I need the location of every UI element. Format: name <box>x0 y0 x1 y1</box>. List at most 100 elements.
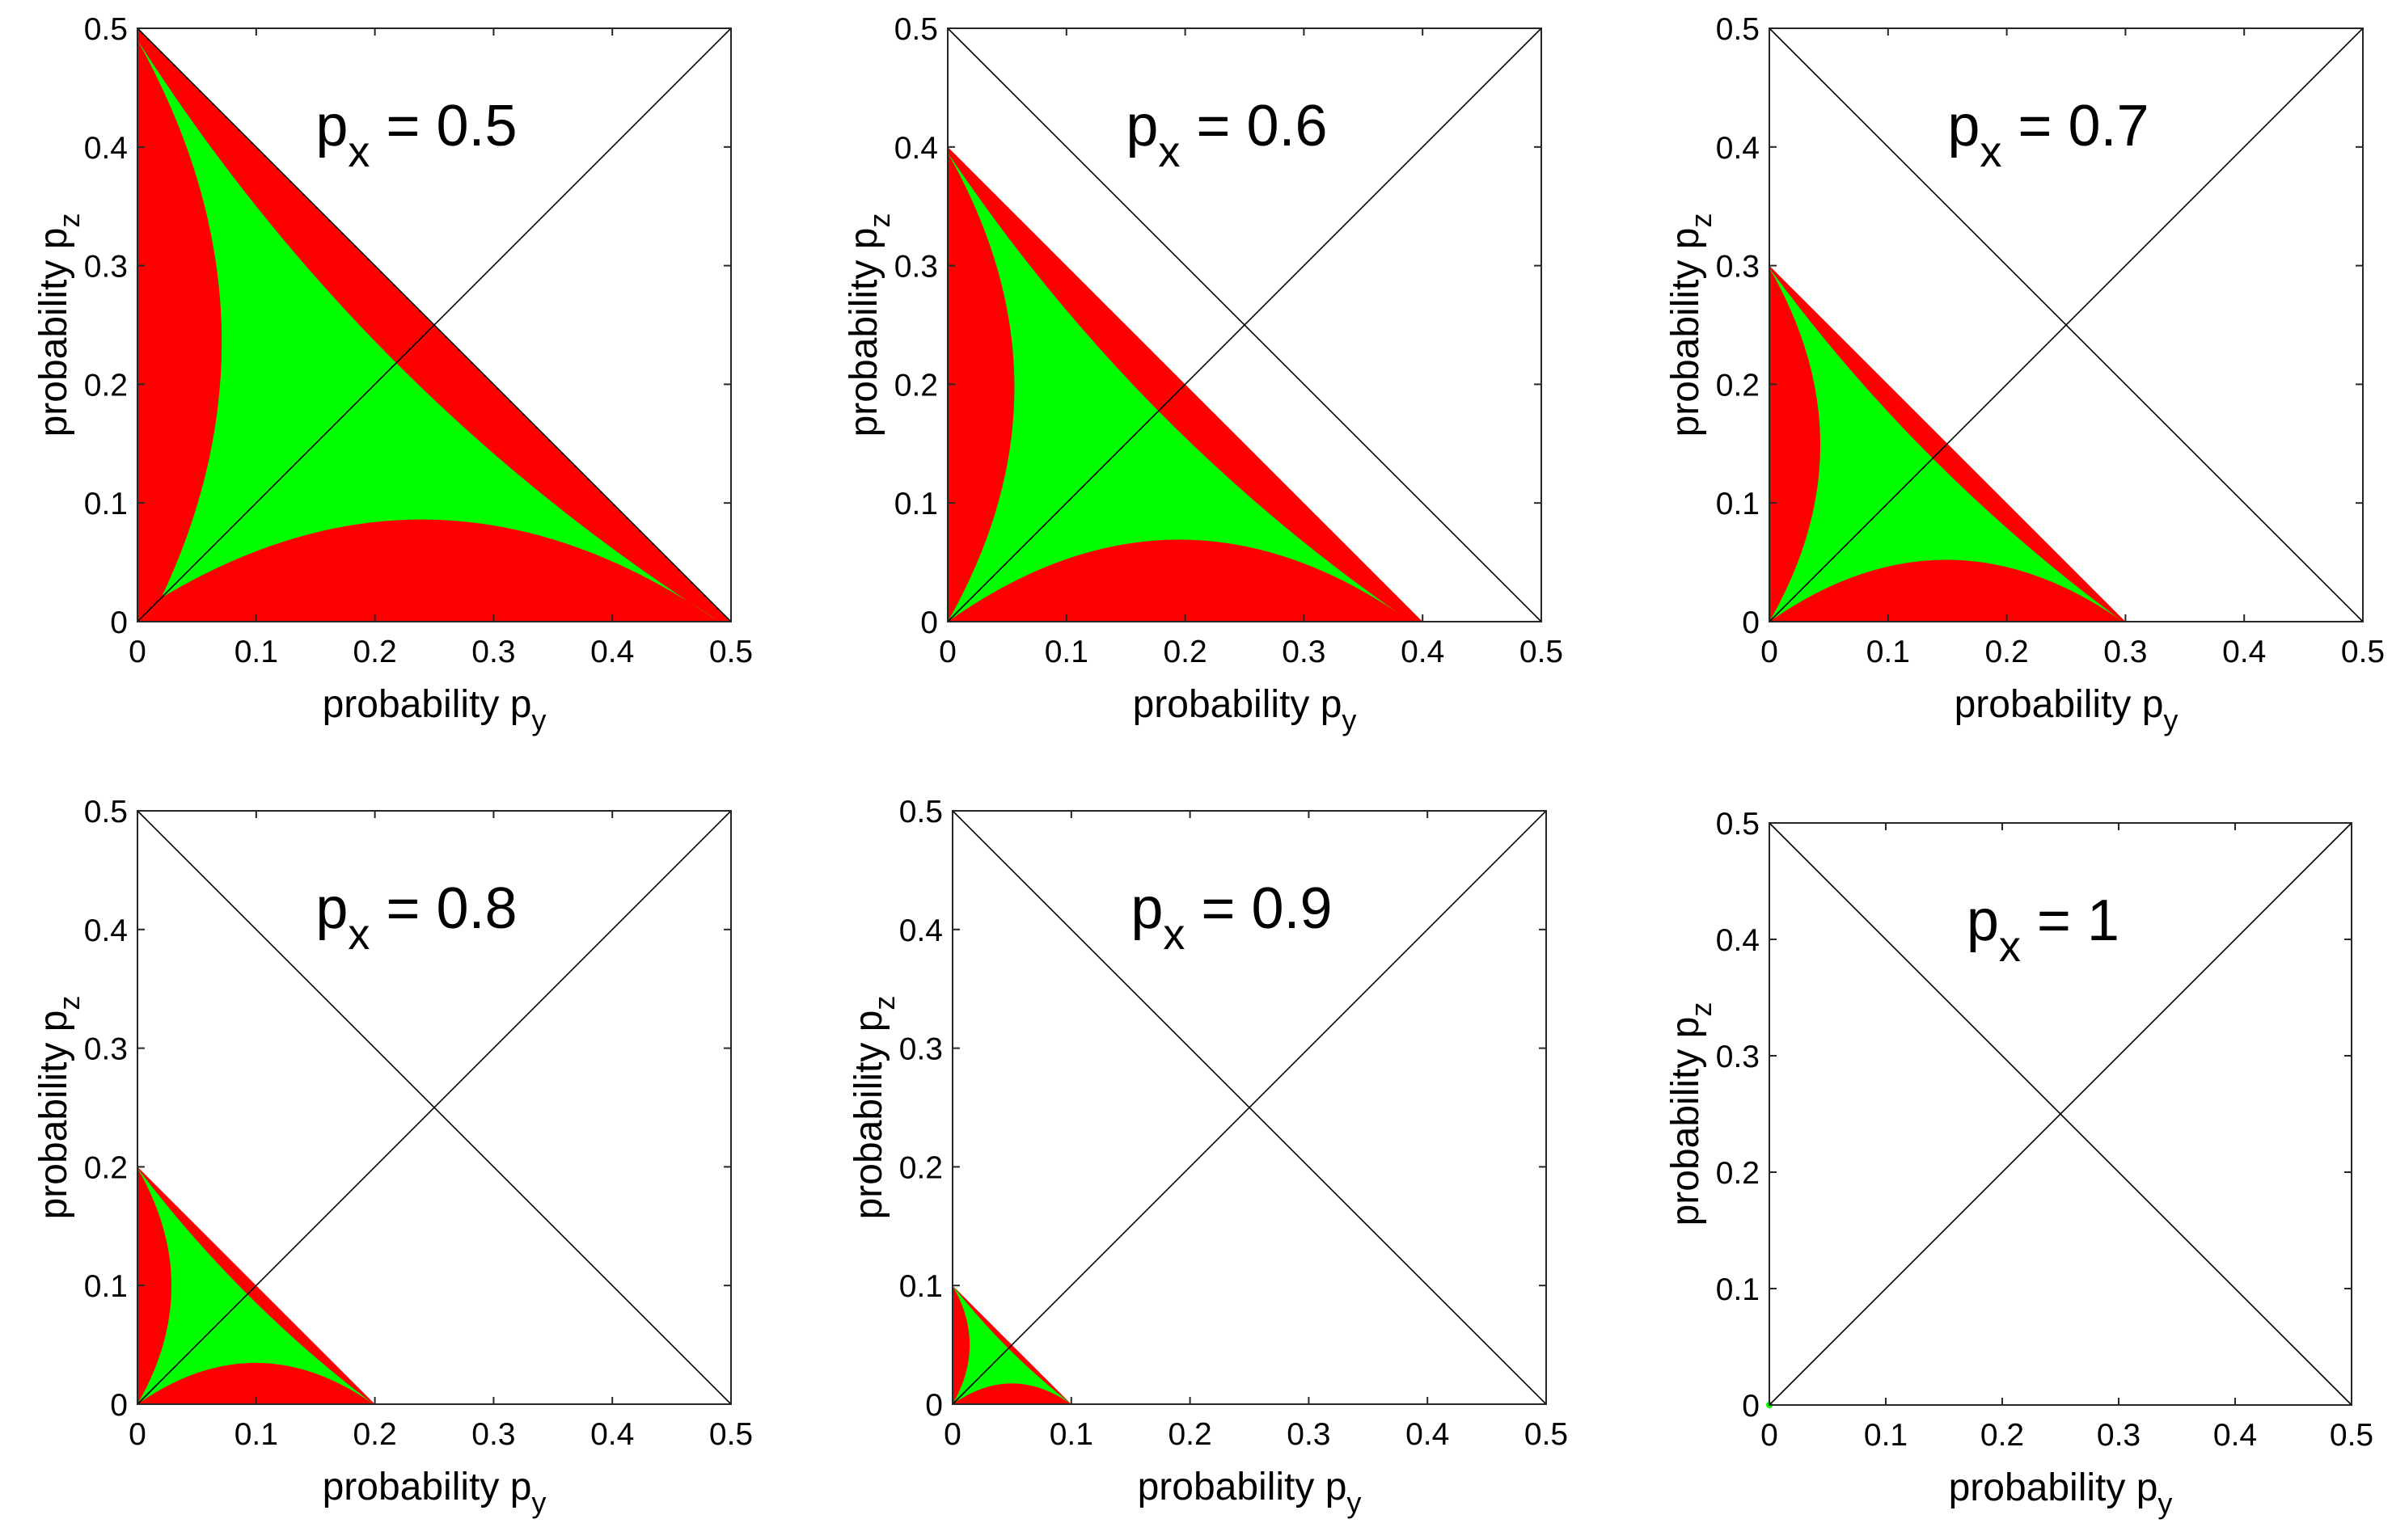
x-tick-label-3-1: 0.1 <box>1866 635 1910 669</box>
axes-box-3 <box>1769 27 2364 622</box>
y-tick-label-6-1: 0.1 <box>1716 1272 1760 1307</box>
anti-diagonal-line-5 <box>952 810 1547 1405</box>
x-tick-label-6-3: 0.3 <box>2097 1418 2141 1453</box>
panel-title-5: px = 0.9 <box>1130 876 1332 959</box>
panel-title-2: px = 0.6 <box>1126 94 1327 176</box>
x-axis-label-6: probability py <box>1949 1466 2173 1520</box>
x-tick-label-6-2: 0.2 <box>1980 1418 2024 1453</box>
y-tick-label-1-5: 0.5 <box>84 12 128 47</box>
y-tick-label-6-2: 0.2 <box>1716 1156 1760 1191</box>
y-tick-label-4-1: 0.1 <box>84 1269 128 1304</box>
y-tick-label-1-0: 0 <box>110 605 128 640</box>
x-tick-label-5-0: 0 <box>944 1417 961 1452</box>
x-tick-label-2-3: 0.3 <box>1282 635 1325 669</box>
y-tick-label-5-0: 0 <box>925 1388 943 1423</box>
y-tick-label-5-5: 0.5 <box>899 795 943 829</box>
x-tick-label-3-3: 0.3 <box>2103 635 2147 669</box>
y-tick-label-5-3: 0.3 <box>899 1032 943 1067</box>
chart-panel-5: 0 0.1 0.2 0.3 0.4 0.5 0 0.1 0.2 0.3 0.4 0.5 probabil… <box>847 795 1568 1519</box>
y-tick-label-4-0: 0 <box>110 1388 128 1423</box>
x-tick-label-1-0: 0 <box>129 635 146 669</box>
x-tick-label-5-1: 0.1 <box>1050 1417 1093 1452</box>
x-tick-label-2-2: 0.2 <box>1163 635 1207 669</box>
axes-box-2 <box>947 27 1542 622</box>
y-axis-label-4: probability pz <box>32 996 86 1220</box>
x-tick-label-3-2: 0.2 <box>1984 635 2028 669</box>
y-tick-label-3-5: 0.5 <box>1716 12 1760 47</box>
x-tick-label-4-5: 0.5 <box>709 1417 753 1452</box>
anti-diagonal-line-2 <box>947 27 1542 622</box>
x-tick-label-2-4: 0.4 <box>1401 635 1444 669</box>
y-tick-label-6-3: 0.3 <box>1716 1040 1760 1074</box>
y-tick-label-3-4: 0.4 <box>1716 131 1760 166</box>
anti-diagonal-line-3 <box>1769 27 2364 622</box>
x-tick-label-5-2: 0.2 <box>1168 1417 1211 1452</box>
y-tick-label-3-2: 0.2 <box>1716 368 1760 403</box>
anti-diagonal-line-1 <box>137 27 732 622</box>
chart-panel-3: 0 0.1 0.2 0.3 0.4 0.5 0 0.1 0.2 0.3 0.4 0.5 probabil… <box>1664 12 2385 736</box>
y-tick-label-2-1: 0.1 <box>894 487 938 521</box>
x-tick-label-4-0: 0 <box>129 1417 146 1452</box>
axes-box-4 <box>137 810 732 1405</box>
y-tick-label-3-3: 0.3 <box>1716 250 1760 285</box>
y-axis-label-1: probability pz <box>32 213 86 437</box>
x-tick-label-2-1: 0.1 <box>1045 635 1088 669</box>
chart-panel-4: 0 0.1 0.2 0.3 0.4 0.5 0 0.1 0.2 0.3 0.4 0.5 probabil… <box>32 795 753 1519</box>
y-tick-label-4-4: 0.4 <box>84 913 128 948</box>
x-tick-label-5-4: 0.4 <box>1405 1417 1449 1452</box>
y-tick-label-6-4: 0.4 <box>1716 923 1760 958</box>
x-tick-label-5-5: 0.5 <box>1524 1417 1568 1452</box>
y-tick-label-4-2: 0.2 <box>84 1150 128 1185</box>
y-tick-label-4-5: 0.5 <box>84 795 128 829</box>
x-tick-label-1-2: 0.2 <box>353 635 396 669</box>
y-tick-label-2-3: 0.3 <box>894 250 938 285</box>
x-axis-label-3: probability py <box>1955 683 2179 736</box>
x-tick-label-4-2: 0.2 <box>353 1417 396 1452</box>
y-tick-label-1-1: 0.1 <box>84 487 128 521</box>
y-axis-label-5: probability pz <box>847 996 901 1220</box>
x-tick-label-2-0: 0 <box>939 635 957 669</box>
chart-panel-6: 0 0.1 0.2 0.3 0.4 0.5 0 0.1 0.2 0.3 0.4 0.5 probabil… <box>1664 807 2373 1520</box>
x-axis-label-5: probability py <box>1138 1466 1362 1519</box>
y-tick-label-5-4: 0.4 <box>899 913 943 948</box>
x-tick-label-5-3: 0.3 <box>1287 1417 1330 1452</box>
y-tick-label-6-0: 0 <box>1742 1389 1760 1424</box>
y-axis-label-3: probability pz <box>1664 213 1718 437</box>
panel-title-6: px = 1 <box>1967 888 2119 971</box>
x-tick-label-1-3: 0.3 <box>471 635 515 669</box>
y-axis-label-2: probability pz <box>843 213 896 437</box>
x-tick-label-6-5: 0.5 <box>2330 1418 2373 1453</box>
y-tick-label-6-5: 0.5 <box>1716 807 1760 842</box>
x-tick-label-6-0: 0 <box>1760 1418 1778 1453</box>
x-tick-label-6-4: 0.4 <box>2213 1418 2257 1453</box>
green-region-2 <box>948 153 1411 622</box>
y-tick-label-1-2: 0.2 <box>84 368 128 403</box>
x-tick-label-4-3: 0.3 <box>471 1417 515 1452</box>
y-tick-label-2-2: 0.2 <box>894 368 938 403</box>
y-tick-label-1-3: 0.3 <box>84 250 128 285</box>
y-tick-label-2-4: 0.4 <box>894 131 938 166</box>
y-tick-label-5-1: 0.1 <box>899 1269 943 1304</box>
x-tick-label-4-4: 0.4 <box>590 1417 634 1452</box>
y-tick-label-4-3: 0.3 <box>84 1032 128 1067</box>
panel-title-4: px = 0.8 <box>315 876 517 959</box>
y-tick-label-1-4: 0.4 <box>84 131 128 166</box>
x-axis-label-4: probability py <box>323 1466 547 1519</box>
axes-box-1 <box>137 27 732 622</box>
x-axis-label-1: probability py <box>323 683 547 736</box>
x-tick-label-1-5: 0.5 <box>709 635 753 669</box>
x-axis-label-2: probability py <box>1133 683 1357 736</box>
x-tick-label-2-5: 0.5 <box>1519 635 1563 669</box>
y-tick-label-2-0: 0 <box>920 605 938 640</box>
x-tick-label-3-5: 0.5 <box>2341 635 2385 669</box>
panel-title-1: px = 0.5 <box>315 94 517 176</box>
x-tick-label-1-4: 0.4 <box>590 635 634 669</box>
anti-diagonal-line-6 <box>1769 822 2352 1406</box>
x-tick-label-1-1: 0.1 <box>235 635 278 669</box>
x-tick-label-6-1: 0.1 <box>1864 1418 1908 1453</box>
axes-box-6 <box>1769 822 2352 1406</box>
y-axis-label-6: probability pz <box>1664 1002 1718 1226</box>
chart-panel-2: 0 0.1 0.2 0.3 0.4 0.5 0 0.1 0.2 0.3 0.4 0.5 probabil… <box>843 12 1563 736</box>
x-tick-label-3-4: 0.4 <box>2222 635 2266 669</box>
chart-panel-1: 0 0.1 0.2 0.3 0.4 0.5 0 0.1 0.2 0.3 0.4 0.5 probabil… <box>32 12 753 736</box>
